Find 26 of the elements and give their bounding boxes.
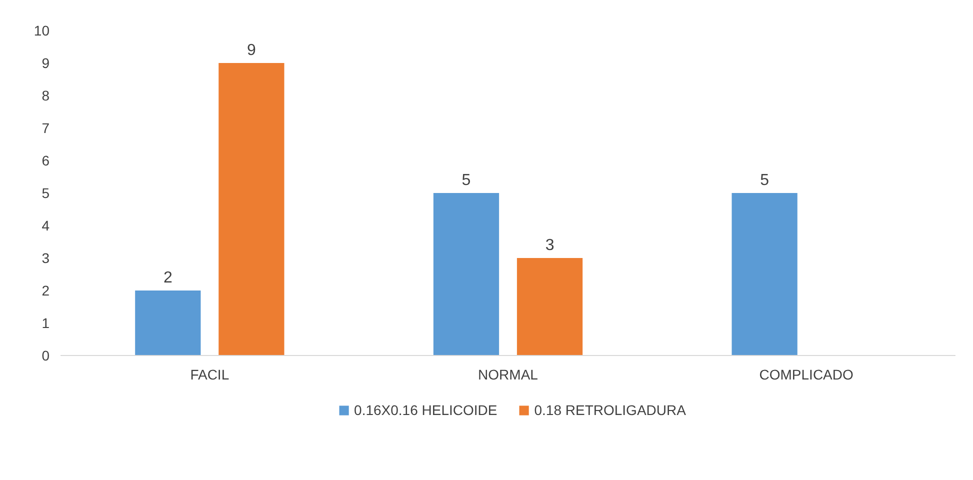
x-tick-label: FACIL bbox=[190, 366, 230, 382]
data-label: 9 bbox=[246, 42, 256, 59]
x-tick-label: NORMAL bbox=[478, 366, 538, 382]
y-tick-label: 2 bbox=[42, 282, 50, 298]
y-tick-label: 0 bbox=[42, 348, 50, 364]
data-label: 2 bbox=[163, 270, 172, 286]
bar bbox=[516, 258, 583, 356]
bar bbox=[732, 193, 798, 356]
bar bbox=[218, 63, 284, 356]
bar bbox=[135, 290, 201, 356]
data-label: 3 bbox=[545, 237, 554, 254]
bar bbox=[433, 193, 500, 356]
x-tick-label: COMPLICADO bbox=[759, 366, 854, 382]
y-tick-label: 1 bbox=[42, 315, 50, 331]
y-tick-label: 5 bbox=[42, 185, 50, 201]
y-tick-label: 4 bbox=[42, 218, 50, 234]
y-tick-label: 9 bbox=[42, 55, 50, 71]
legend-label: 0.16X0.16 HELICOIDE bbox=[354, 402, 498, 418]
y-tick-label: 10 bbox=[34, 22, 50, 38]
legend-label: 0.18 RETROLIGADURA bbox=[534, 402, 686, 418]
data-label: 5 bbox=[462, 172, 471, 189]
y-tick-label: 6 bbox=[42, 152, 50, 168]
y-tick-label: 8 bbox=[42, 88, 50, 104]
y-tick-label: 7 bbox=[42, 120, 50, 136]
y-tick-label: 3 bbox=[42, 250, 50, 266]
data-label: 5 bbox=[760, 172, 770, 189]
